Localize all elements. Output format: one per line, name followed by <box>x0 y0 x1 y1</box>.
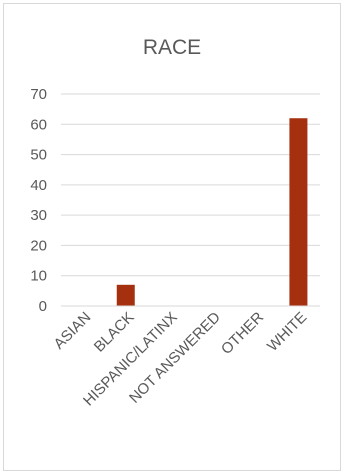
x-tick-label-white: WHITE <box>264 309 310 355</box>
y-tick-label: 40 <box>30 177 47 194</box>
y-tick-label: 50 <box>30 147 47 164</box>
x-tick-label-other: OTHER <box>218 309 267 358</box>
chart-title: RACE <box>143 36 201 59</box>
x-tick-label-asian: ASIAN <box>51 309 95 353</box>
chart-frame <box>3 3 341 471</box>
y-tick-label: 10 <box>30 268 47 285</box>
gridlines <box>61 93 320 277</box>
bar-black <box>116 284 135 306</box>
y-tick-label: 30 <box>30 207 47 224</box>
bars <box>116 118 308 306</box>
y-tick-label: 20 <box>30 237 47 254</box>
y-axis-tick-labels: 0 10 20 30 40 50 60 70 <box>30 86 47 315</box>
y-tick-label: 0 <box>39 298 47 315</box>
y-tick-label: 60 <box>30 116 47 133</box>
y-tick-label: 70 <box>30 86 47 103</box>
bar-white <box>289 118 308 306</box>
